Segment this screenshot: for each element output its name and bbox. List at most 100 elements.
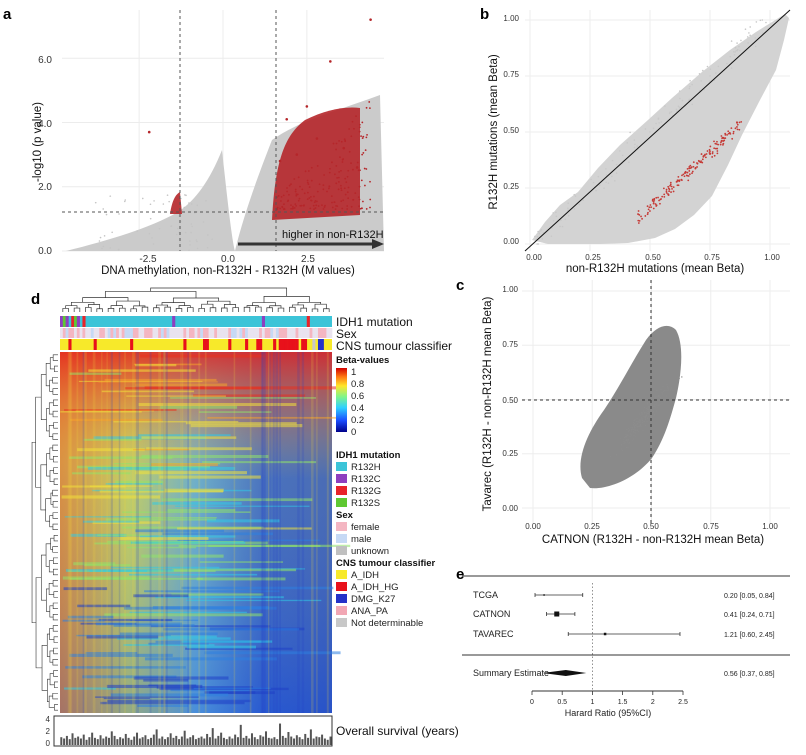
heatmap-stripe	[207, 416, 341, 419]
heatmap-column	[69, 352, 73, 713]
data-point	[285, 117, 289, 121]
data-point	[166, 194, 169, 196]
survival-bar	[312, 738, 315, 745]
data-point	[295, 204, 298, 207]
track-cell	[309, 328, 313, 338]
data-point	[335, 148, 337, 151]
legend-swatch	[336, 534, 347, 543]
data-point	[633, 425, 636, 427]
heatmap-stripe	[115, 480, 164, 484]
x-tick: 0	[530, 699, 534, 706]
data-point	[761, 19, 764, 21]
data-point	[339, 156, 341, 159]
track-cell	[138, 328, 142, 338]
heatmap-stripe	[202, 461, 317, 464]
heatmap-column	[189, 352, 192, 713]
data-point	[679, 97, 681, 100]
dendrogram-branch	[52, 546, 58, 553]
track-cell	[172, 316, 176, 327]
data-point	[346, 191, 349, 194]
data-point	[691, 172, 693, 175]
heatmap-stripe	[138, 403, 297, 407]
data-point	[717, 65, 720, 68]
dendrogram-branch	[289, 306, 296, 312]
survival-bar	[203, 738, 206, 745]
survival-bar	[105, 736, 108, 745]
data-point	[307, 183, 310, 186]
data-point	[714, 142, 717, 145]
data-point	[645, 416, 647, 418]
data-point	[738, 45, 740, 48]
track-cell	[74, 316, 78, 327]
data-point	[313, 208, 315, 211]
track-cell	[205, 328, 209, 338]
survival-bar	[169, 733, 172, 745]
heatmap-stripe	[88, 466, 236, 470]
data-point	[671, 387, 673, 389]
data-point	[595, 189, 597, 192]
data-point	[667, 187, 670, 190]
survival-bar	[200, 736, 203, 745]
y-tick: 2.0	[38, 182, 52, 193]
survival-bar	[79, 738, 82, 745]
beta-colorbar	[336, 368, 347, 432]
data-point	[665, 192, 668, 194]
data-point	[362, 200, 364, 203]
data-point	[669, 389, 671, 391]
data-point	[646, 410, 648, 412]
dendrogram-branch	[141, 306, 149, 312]
data-point	[329, 60, 332, 63]
track-cell	[146, 328, 151, 338]
legend-label: unknown	[351, 546, 389, 557]
data-point	[294, 188, 297, 191]
data-point	[605, 181, 607, 184]
dendrogram-branch	[41, 645, 48, 691]
data-point	[354, 192, 357, 194]
data-point	[659, 198, 662, 201]
data-point	[117, 248, 120, 251]
heatmap-column	[76, 352, 79, 713]
data-point	[196, 210, 199, 213]
data-point	[615, 172, 618, 174]
data-point	[676, 180, 678, 183]
data-point	[313, 195, 315, 198]
survival-bar	[82, 734, 85, 745]
data-point	[362, 135, 365, 138]
data-point	[646, 205, 649, 208]
data-point	[369, 206, 371, 209]
data-point	[632, 420, 634, 422]
survival-bar	[262, 736, 265, 745]
track-cell	[245, 328, 249, 338]
heatmap-stripe	[103, 697, 150, 700]
data-point	[348, 128, 351, 130]
track-cell	[287, 339, 291, 350]
data-point	[365, 136, 368, 139]
track-cell	[315, 328, 319, 338]
data-point	[644, 424, 647, 427]
data-point	[346, 208, 349, 210]
track-cell	[90, 328, 94, 338]
data-point	[678, 106, 681, 109]
panel-a-letter: a	[3, 6, 12, 23]
x-axis-title: DNA methylation, non-R132H - R132H (M va…	[101, 265, 355, 277]
data-point	[538, 232, 541, 235]
data-point	[651, 404, 654, 406]
survival-bar	[178, 739, 181, 745]
data-point	[352, 168, 354, 171]
data-point	[709, 75, 711, 77]
heatmap-stripe	[177, 539, 320, 542]
data-point	[574, 195, 577, 197]
data-point	[628, 443, 630, 445]
data-point	[699, 161, 702, 164]
data-point	[720, 139, 723, 142]
legend-swatch	[336, 606, 347, 615]
data-point	[358, 130, 361, 133]
track-cell	[79, 328, 83, 338]
data-point	[290, 183, 292, 186]
data-point	[659, 397, 662, 399]
data-point	[607, 182, 610, 184]
x-axis-title: Harard Ratio (95%CI)	[565, 708, 652, 718]
dendrogram-branch	[35, 577, 43, 669]
track-cell	[60, 316, 64, 327]
data-point	[341, 161, 344, 163]
